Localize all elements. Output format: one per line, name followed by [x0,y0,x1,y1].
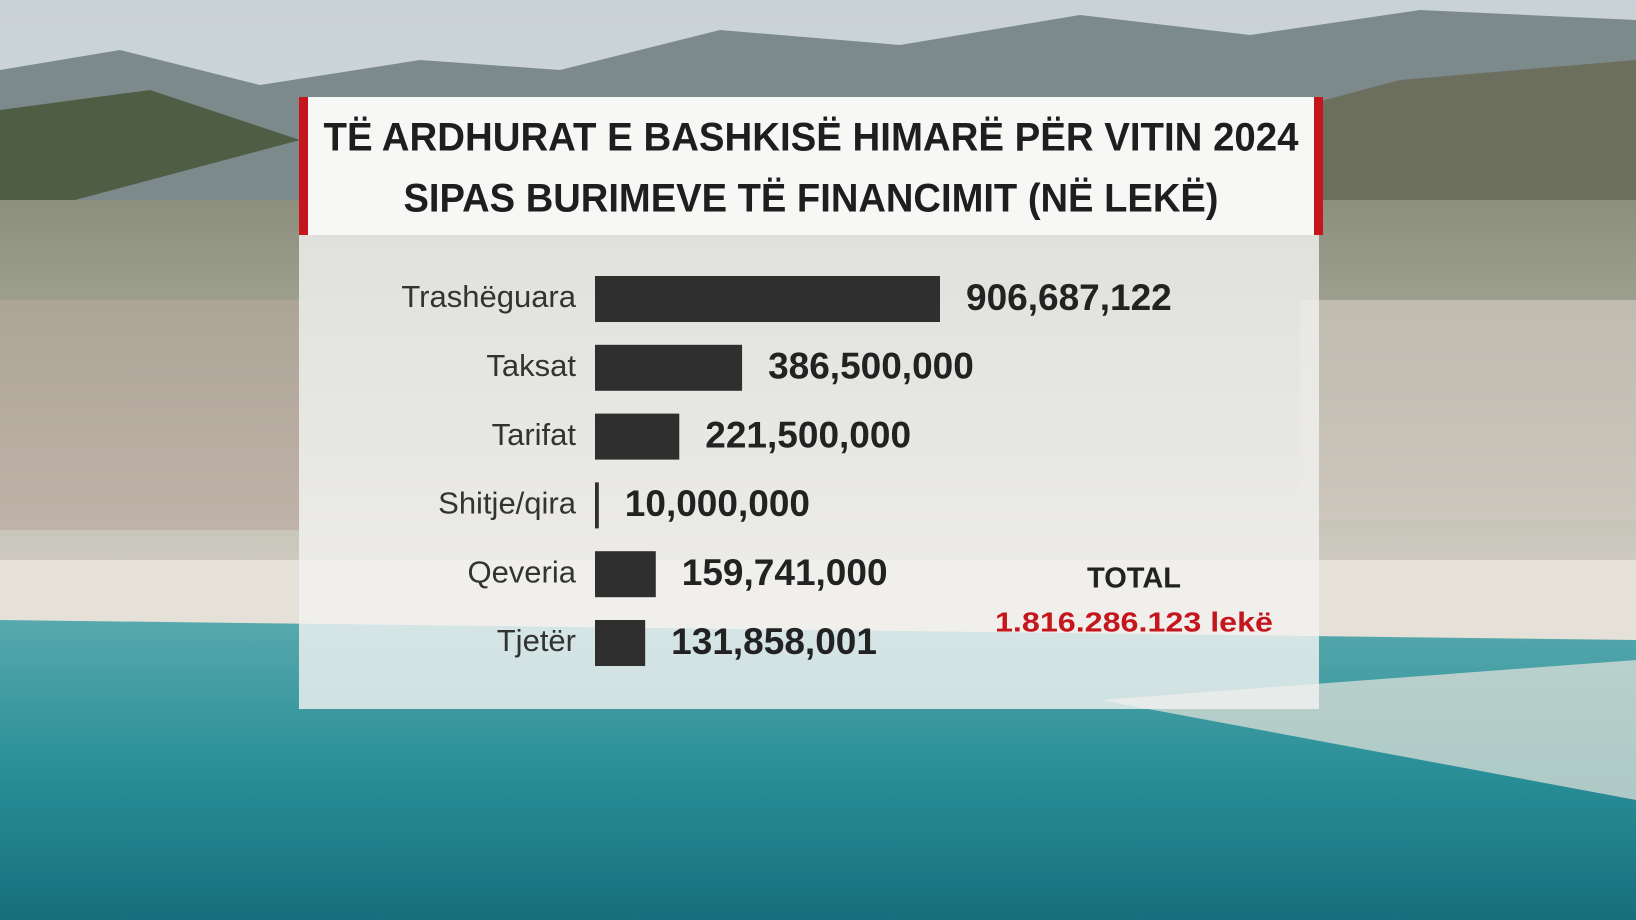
value-label: 10,000,000 [625,483,810,524]
bar [595,620,646,666]
bar [595,413,680,460]
total-title: TOTAL [1087,563,1181,595]
bar [595,482,599,529]
category-label: Taksat [486,348,576,383]
value-label: 221,500,000 [705,414,911,455]
bar [595,344,743,391]
value-label: 386,500,000 [768,346,974,387]
category-label: Qeveria [467,554,576,589]
value-label: 906,687,122 [966,277,1172,318]
chart-title: TË ARDHURAT E BASHKISË HIMARË PËR VITIN … [324,116,1300,160]
value-label: 159,741,000 [682,552,888,593]
category-label: Tarifat [492,417,577,452]
category-label: Tjetër [497,623,576,658]
bar [595,551,656,598]
value-label: 131,858,001 [671,621,877,662]
title-accent [299,97,308,235]
chart-title: SIPAS BURIMEVE TË FINANCIMIT (NË LEKË) [404,177,1219,221]
total-value: 1.816.286.123 lekë [995,606,1273,637]
title-accent [1314,97,1323,235]
title-box [299,97,1323,235]
category-label: Shitje/qira [438,486,577,521]
category-label: Trashëguara [401,279,576,314]
bar [595,276,940,322]
